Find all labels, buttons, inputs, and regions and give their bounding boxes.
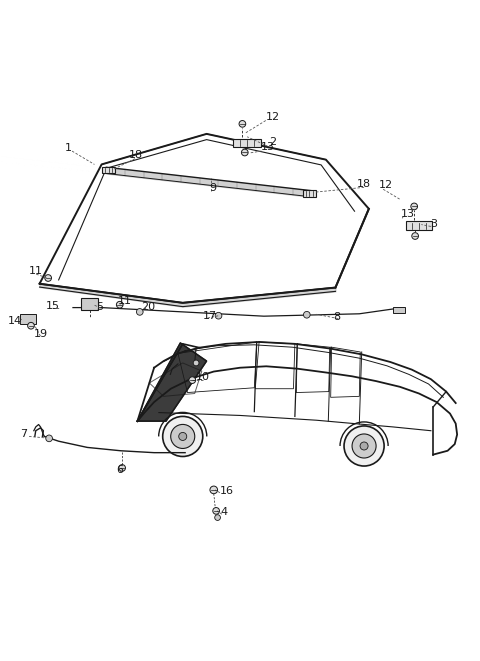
Text: 19: 19 — [34, 329, 48, 339]
Text: 17: 17 — [203, 311, 217, 321]
Circle shape — [352, 434, 376, 458]
Polygon shape — [102, 167, 116, 173]
Text: 11: 11 — [118, 295, 132, 306]
Text: 1: 1 — [64, 143, 72, 153]
Circle shape — [163, 416, 203, 457]
Polygon shape — [406, 221, 432, 230]
Circle shape — [412, 233, 419, 239]
Polygon shape — [137, 343, 206, 421]
Circle shape — [189, 377, 196, 383]
Text: 20: 20 — [141, 302, 155, 312]
Circle shape — [119, 465, 125, 471]
Text: 5: 5 — [96, 302, 103, 312]
Text: 10: 10 — [196, 372, 210, 382]
Text: 4: 4 — [221, 507, 228, 517]
Circle shape — [303, 311, 310, 318]
Circle shape — [411, 203, 418, 210]
Circle shape — [45, 275, 51, 282]
Polygon shape — [81, 297, 98, 310]
Text: 18: 18 — [129, 150, 143, 160]
Circle shape — [179, 432, 187, 440]
Text: 13: 13 — [400, 210, 414, 219]
Text: 6: 6 — [116, 465, 123, 475]
Circle shape — [136, 309, 143, 315]
Circle shape — [116, 301, 123, 308]
Text: 2: 2 — [269, 137, 276, 147]
Circle shape — [210, 486, 217, 494]
Text: 12: 12 — [378, 180, 393, 190]
Bar — [21, 314, 36, 324]
Polygon shape — [233, 139, 262, 147]
Text: 14: 14 — [8, 316, 22, 326]
Text: 18: 18 — [357, 179, 371, 189]
Circle shape — [344, 426, 384, 466]
Circle shape — [213, 508, 219, 514]
Text: 3: 3 — [430, 219, 437, 229]
Circle shape — [360, 442, 368, 450]
Text: 13: 13 — [261, 142, 275, 152]
Text: 15: 15 — [46, 301, 60, 311]
Circle shape — [28, 323, 34, 329]
Circle shape — [171, 424, 195, 448]
Text: 12: 12 — [266, 112, 280, 122]
Circle shape — [241, 149, 248, 156]
Text: 7: 7 — [21, 430, 28, 440]
Circle shape — [193, 360, 199, 366]
Text: 16: 16 — [220, 486, 234, 496]
Circle shape — [215, 515, 220, 520]
Bar — [393, 307, 405, 313]
Polygon shape — [302, 190, 316, 197]
Circle shape — [46, 435, 52, 442]
Text: 8: 8 — [334, 312, 341, 322]
Circle shape — [239, 120, 246, 127]
Circle shape — [215, 313, 222, 319]
Text: 9: 9 — [209, 182, 216, 192]
Text: 11: 11 — [29, 266, 43, 276]
